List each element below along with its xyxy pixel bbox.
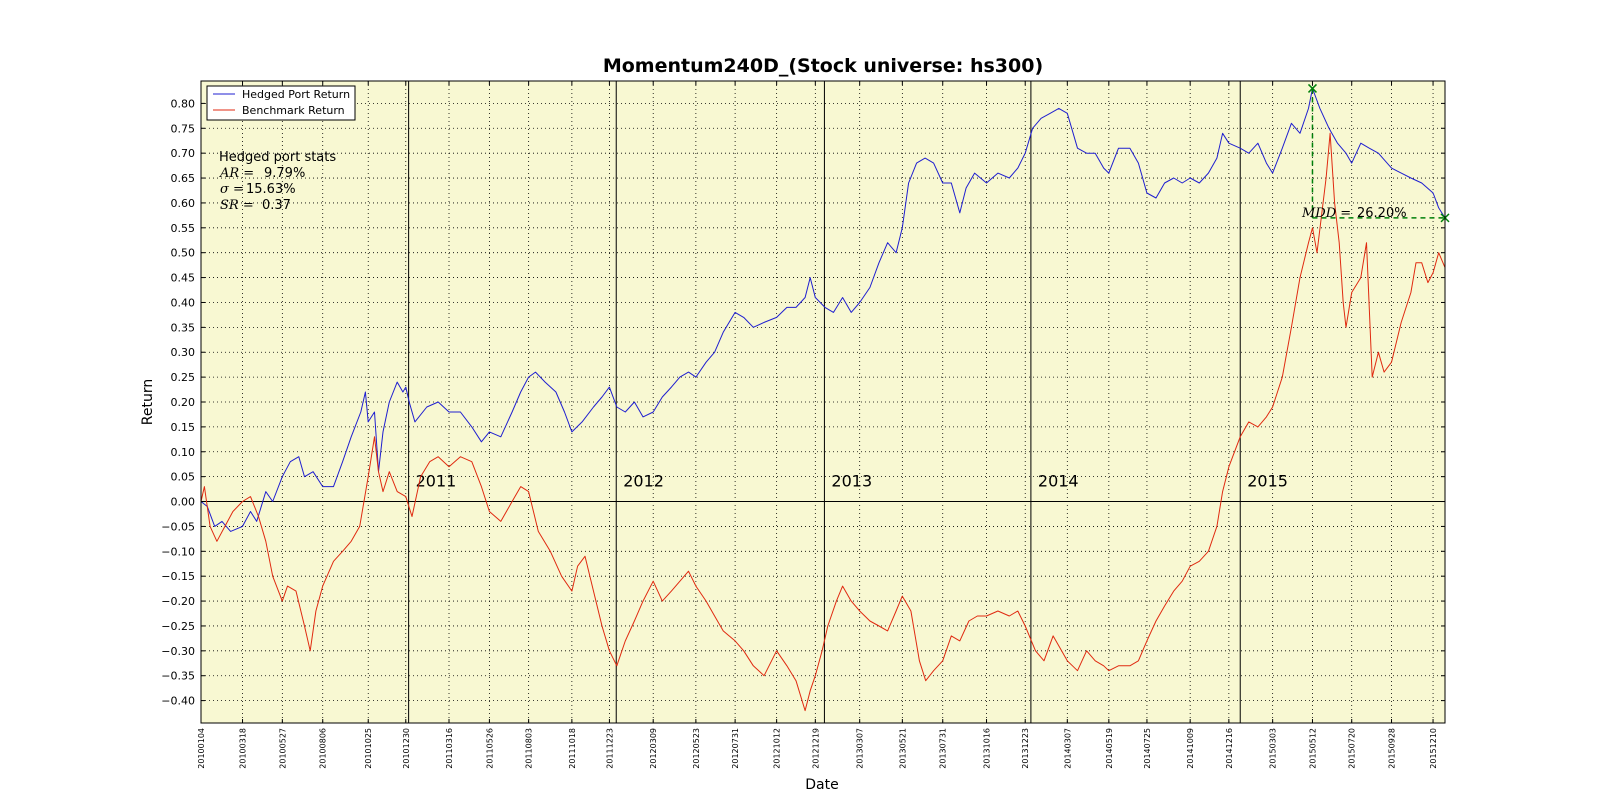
x-tick-label: 20100104 xyxy=(197,728,206,769)
x-tick-label: 20120523 xyxy=(692,728,701,769)
y-tick-label: −0.15 xyxy=(161,570,195,583)
chart-title: Momentum240D_(Stock universe: hs300) xyxy=(603,55,1043,77)
y-tick-label: 0.25 xyxy=(171,371,196,384)
y-tick-label: 0.80 xyxy=(171,97,196,110)
y-tick-label: −0.20 xyxy=(161,595,195,608)
x-tick-label: 20101230 xyxy=(402,728,411,769)
x-tick-label: 20141009 xyxy=(1186,728,1195,769)
stats-ar-value: 9.79% xyxy=(264,166,305,181)
x-ticks: 20100104 20100318 20100527 20100806 20101025… xyxy=(197,81,1438,769)
y-tick-label: 0.15 xyxy=(171,421,196,434)
x-tick-label: 20141216 xyxy=(1225,728,1234,769)
y-tick-label: −0.30 xyxy=(161,645,195,658)
y-tick-label: 0.55 xyxy=(171,222,196,235)
stats-title: Hedged port stats xyxy=(219,150,336,165)
y-tick-label: 0.60 xyxy=(171,197,196,210)
plot-area xyxy=(201,81,1445,723)
x-tick-label: 20110526 xyxy=(485,728,494,769)
x-tick-label: 20121219 xyxy=(811,728,820,769)
x-tick-label: 20100806 xyxy=(319,728,328,769)
mdd-value: 26.20% xyxy=(1357,206,1407,221)
mdd-symbol: MDD = xyxy=(1301,206,1351,221)
x-tick-label: 20120309 xyxy=(649,728,658,769)
stats-sr-value: 0.37 xyxy=(262,198,291,213)
y-tick-label: −0.25 xyxy=(161,620,195,633)
y-tick-label: −0.35 xyxy=(161,670,195,683)
stats-box: Hedged port stats AR = 9.79% σ = 15.63% … xyxy=(219,150,336,213)
y-tick-label: 0.70 xyxy=(171,147,196,160)
y-tick-label: 0.50 xyxy=(171,247,196,260)
x-tick-label: 20140307 xyxy=(1063,728,1072,769)
y-tick-label: 0.10 xyxy=(171,446,196,459)
x-tick-label: 20100527 xyxy=(278,728,287,769)
x-tick-label: 20150928 xyxy=(1388,728,1397,769)
year-label: 2015 xyxy=(1247,472,1288,491)
x-tick-label: 20150303 xyxy=(1269,728,1278,769)
plot-frame xyxy=(200,80,1446,724)
y-tick-label: 0.30 xyxy=(171,346,196,359)
stats-sigma-symbol: σ = xyxy=(220,182,244,197)
x-tick-label: 20111223 xyxy=(605,728,614,769)
series-layer xyxy=(200,88,1446,712)
series-line-hedged xyxy=(200,88,1446,532)
x-tick-label: 20100318 xyxy=(239,728,248,769)
year-label: 2012 xyxy=(623,472,664,491)
legend-box xyxy=(206,85,356,121)
y-tick-label: 0.05 xyxy=(171,471,196,484)
x-axis-label: Date xyxy=(805,777,838,793)
legend-label-hedged: Hedged Port Return xyxy=(242,88,350,101)
series-line-benchmark xyxy=(200,132,1446,712)
x-tick-label: 20140725 xyxy=(1143,728,1152,769)
stats-ar-symbol: AR = xyxy=(219,166,254,181)
y-tick-label: −0.10 xyxy=(161,545,195,558)
y-axis-label: Return xyxy=(140,379,156,425)
y-tick-label: −0.40 xyxy=(161,695,195,708)
year-label: 2014 xyxy=(1038,472,1079,491)
x-tick-label: 20121012 xyxy=(773,728,782,769)
x-tick-label: 20151210 xyxy=(1429,728,1438,769)
marker-stroke xyxy=(1307,83,1317,93)
year-lines: 2011 2012 2013 2014 2015 xyxy=(408,81,1288,723)
x-tick-label: 20131223 xyxy=(1021,728,1030,769)
y-tick-label: 0.00 xyxy=(171,496,196,509)
y-tick-label: −0.05 xyxy=(161,520,195,533)
stats-sigma-value: 15.63% xyxy=(246,182,296,197)
x-tick-label: 20110803 xyxy=(525,728,534,769)
x-tick-label: 20150720 xyxy=(1348,728,1357,769)
x-tick-label: 20110316 xyxy=(445,728,454,769)
y-ticks: 0.80 0.75 0.70 0.65 0.60 0.55 0.50 0.45 0.40 0.35… xyxy=(161,97,1445,708)
x-tick-label: 20111018 xyxy=(568,728,577,769)
y-tick-label: 0.35 xyxy=(171,321,196,334)
x-tick-label: 20140519 xyxy=(1105,728,1114,769)
x-tick-label: 20130731 xyxy=(939,728,948,769)
stats-sr-symbol: SR = xyxy=(220,198,254,213)
y-tick-label: 0.75 xyxy=(171,122,196,135)
y-tick-label: 0.20 xyxy=(171,396,196,409)
mdd-label: MDD = 26.20% xyxy=(1301,206,1407,221)
year-label: 2011 xyxy=(416,472,457,491)
x-tick-label: 20101025 xyxy=(364,728,373,769)
x-tick-label: 20150512 xyxy=(1308,728,1317,769)
x-tick-label: 20130307 xyxy=(856,728,865,769)
x-tick-label: 20131016 xyxy=(983,728,992,769)
legend-label-benchmark: Benchmark Return xyxy=(242,104,345,117)
x-tick-label: 20130521 xyxy=(898,728,907,769)
y-tick-label: 0.65 xyxy=(171,172,196,185)
mdd-peak-marker xyxy=(1307,83,1317,93)
legend: Hedged Port Return Benchmark Return xyxy=(206,85,356,121)
x-tick-label: 20120731 xyxy=(731,728,740,769)
year-label: 2013 xyxy=(831,472,872,491)
y-tick-label: 0.45 xyxy=(171,272,196,285)
y-tick-label: 0.40 xyxy=(171,296,196,309)
